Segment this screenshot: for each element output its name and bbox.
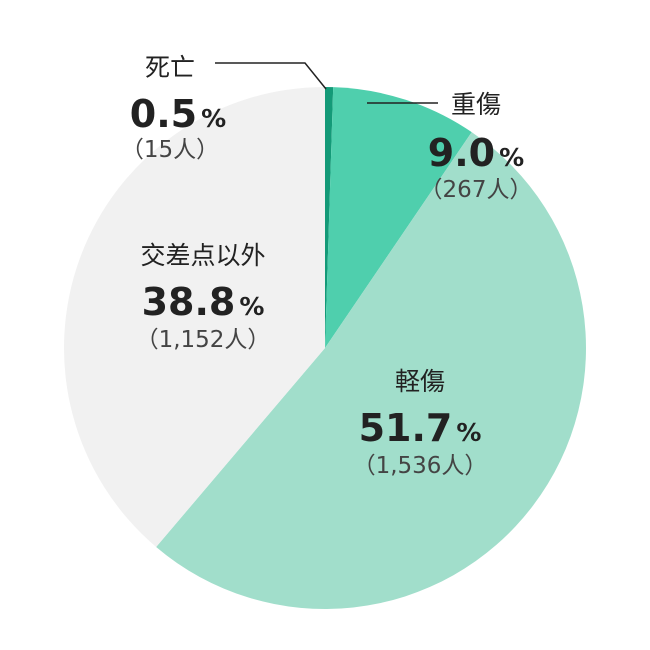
label-serious-percent: 9.0% [428, 131, 524, 175]
pie-slice-other [63, 87, 326, 547]
label-other-name: 交差点以外 [140, 241, 265, 270]
label-other-count: （1,152人） [136, 327, 271, 353]
label-serious-name: 重傷 [451, 90, 501, 119]
label-minor-name: 軽傷 [395, 367, 445, 396]
pie-slice-serious [325, 87, 472, 348]
label-death-percent: 0.5% [130, 92, 226, 136]
label-serious-count: （267人） [420, 177, 533, 203]
label-death-count: （15人） [121, 137, 219, 163]
label-other-percent: 38.8% [142, 280, 265, 324]
label-minor-count: （1,536人） [353, 453, 488, 479]
label-death-name: 死亡 [145, 53, 195, 82]
pie-slice-minor [156, 132, 586, 609]
leader-line-death [215, 62, 327, 90]
pie-slices [63, 87, 586, 609]
pie-slice-death [325, 87, 334, 348]
label-minor-percent: 51.7% [359, 406, 482, 450]
